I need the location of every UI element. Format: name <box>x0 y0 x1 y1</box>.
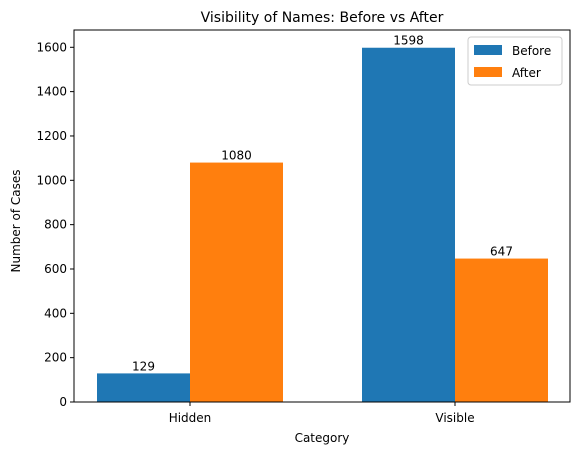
x-axis-label: Category <box>295 431 350 445</box>
bar-before-visible <box>362 47 455 402</box>
legend-label-after: After <box>512 66 541 80</box>
x-tick-label: Hidden <box>169 411 212 425</box>
bar-before-hidden <box>97 373 190 402</box>
y-tick-label: 400 <box>44 306 67 320</box>
plot-area: 129 1598 1080 647 0 200 400 600 800 1000 1200 1400 1… <box>36 29 571 425</box>
y-tick-label: 1400 <box>36 85 67 99</box>
bar-after-visible <box>455 258 548 402</box>
y-tick-label: 1600 <box>36 40 67 54</box>
data-label: 129 <box>132 359 155 373</box>
data-label: 647 <box>490 245 513 259</box>
y-tick-label: 1000 <box>36 173 67 187</box>
legend-swatch-after <box>474 67 502 77</box>
y-tick-label: 600 <box>44 262 67 276</box>
y-axis-label: Number of Cases <box>9 169 23 272</box>
legend: Before After <box>467 36 563 86</box>
y-tick-label: 200 <box>44 351 67 365</box>
y-tick-label: 800 <box>44 218 67 232</box>
y-tick-label: 1200 <box>36 129 67 143</box>
legend-label-before: Before <box>512 44 551 58</box>
bar-after-hidden <box>190 162 283 402</box>
chart-title: Visibility of Names: Before vs After <box>201 10 444 26</box>
legend-swatch-before <box>474 45 502 55</box>
data-label: 1080 <box>221 149 252 163</box>
x-tick-label: Visible <box>435 411 474 425</box>
plot-frame <box>73 29 571 403</box>
data-label: 1598 <box>393 34 424 48</box>
y-tick-label: 0 <box>59 395 67 409</box>
